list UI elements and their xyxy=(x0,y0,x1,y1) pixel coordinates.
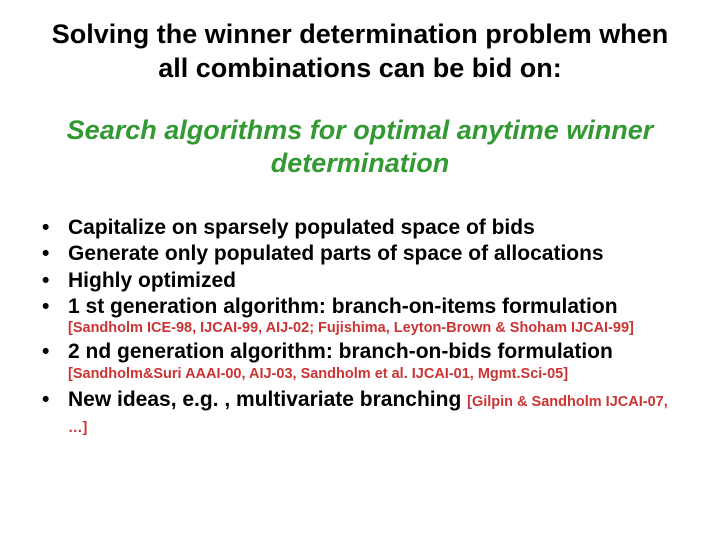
bullet-list: New ideas, e.g. , multivariate branching… xyxy=(28,387,692,440)
bullet-item: Highly optimized xyxy=(38,268,686,294)
slide-subtitle: Search algorithms for optimal anytime wi… xyxy=(38,114,682,182)
bullet-text: New ideas, e.g. , multivariate branching xyxy=(68,388,467,411)
bullet-list: 2 nd generation algorithm: branch-on-bid… xyxy=(28,339,692,365)
citation: [Sandholm ICE-98, IJCAI-99, AIJ-02; Fuji… xyxy=(28,320,692,337)
citation: [Sandholm&Suri AAAI-00, AIJ-03, Sandholm… xyxy=(28,366,692,383)
bullet-item: 1 st generation algorithm: branch-on-ite… xyxy=(38,294,686,320)
bullet-item: New ideas, e.g. , multivariate branching… xyxy=(38,387,686,440)
slide-title: Solving the winner determination problem… xyxy=(48,18,672,86)
bullet-list: Capitalize on sparsely populated space o… xyxy=(28,215,692,320)
bullet-item: Generate only populated parts of space o… xyxy=(38,241,686,267)
bullet-item: Capitalize on sparsely populated space o… xyxy=(38,215,686,241)
bullet-item: 2 nd generation algorithm: branch-on-bid… xyxy=(38,339,686,365)
slide: Solving the winner determination problem… xyxy=(0,0,720,540)
